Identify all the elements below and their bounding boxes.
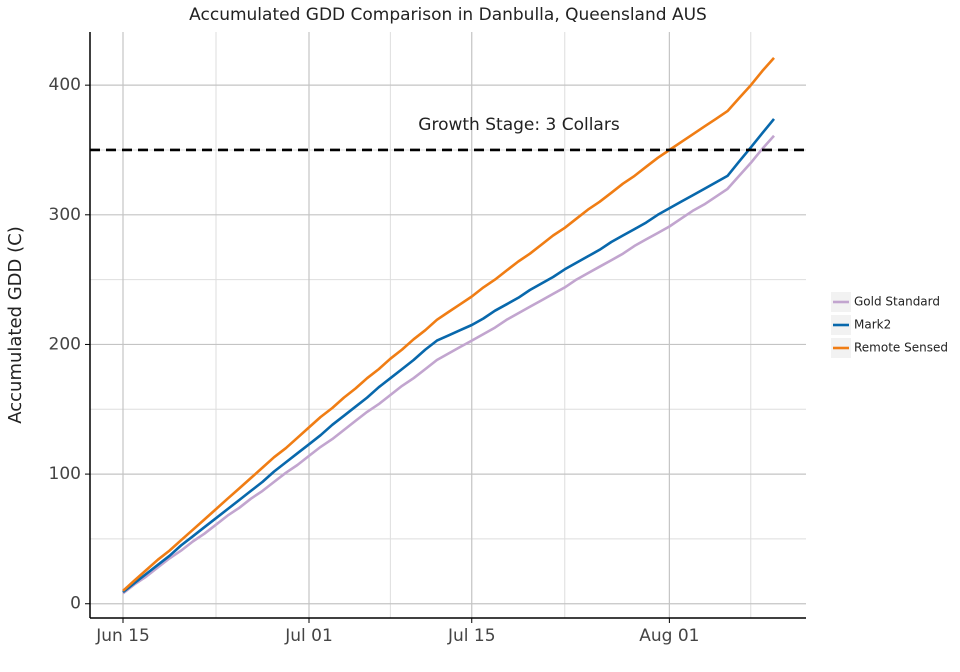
y-tick-label: 100 [49,464,81,484]
y-axis-label: Accumulated GDD (C) [5,226,26,423]
x-tick-label: Aug 01 [639,626,699,646]
legend-label: Remote Sensed [854,341,948,355]
threshold-label: Growth Stage: 3 Collars [418,115,620,135]
legend-label: Gold Standard [854,295,940,309]
y-tick-label: 200 [49,334,81,354]
x-tick-label: Jul 01 [284,626,333,646]
series-line [122,118,776,594]
legend-label: Mark2 [854,318,891,332]
chart-title: Accumulated GDD Comparison in Danbulla, … [189,5,707,25]
series-line [122,57,775,592]
x-tick-label: Jul 15 [447,626,496,646]
y-tick-label: 0 [70,594,81,614]
y-tick-label: 400 [49,75,81,95]
x-tick-label: Jun 15 [95,626,150,646]
y-tick-label: 300 [49,205,81,225]
series-line [122,134,775,595]
